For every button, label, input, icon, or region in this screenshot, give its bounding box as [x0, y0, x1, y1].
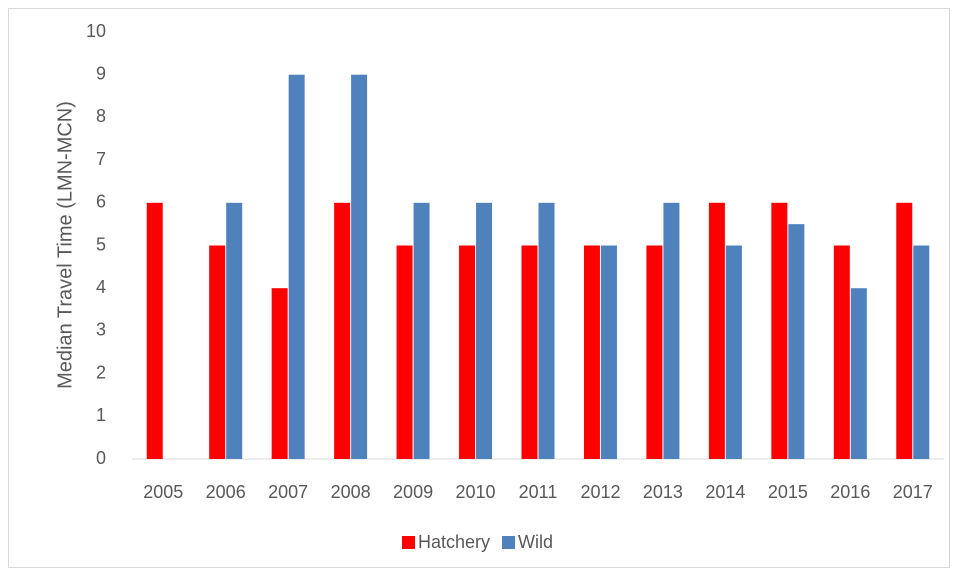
y-tick-label: 10 — [86, 21, 106, 41]
x-tick-label: 2017 — [893, 482, 933, 502]
bar — [850, 288, 867, 459]
bar — [708, 202, 725, 460]
bar — [476, 202, 493, 460]
bar — [538, 202, 555, 460]
legend-swatch — [502, 536, 516, 549]
y-tick-label: 2 — [96, 362, 106, 382]
bar — [771, 202, 788, 460]
bar — [334, 202, 351, 460]
x-tick-label: 2010 — [456, 482, 496, 502]
x-tick-label: 2008 — [331, 482, 371, 502]
bar — [413, 202, 430, 460]
bar — [913, 245, 930, 459]
bar — [209, 245, 226, 459]
bar — [583, 245, 600, 459]
y-tick-label: 9 — [96, 63, 106, 83]
bar — [226, 202, 243, 460]
bar — [146, 202, 163, 460]
x-tick-label: 2014 — [705, 482, 745, 502]
bar — [271, 288, 288, 459]
x-tick-label: 2009 — [393, 482, 433, 502]
x-tick-label: 2015 — [768, 482, 808, 502]
x-tick-label: 2007 — [268, 482, 308, 502]
bar — [521, 245, 538, 459]
legend-label: Hatchery — [418, 532, 490, 552]
y-tick-label: 7 — [96, 149, 106, 169]
bar — [833, 245, 850, 459]
bar — [288, 74, 305, 459]
bar — [600, 245, 617, 459]
y-tick-label: 0 — [96, 448, 106, 468]
bar — [788, 224, 805, 459]
legend-label: Wild — [518, 532, 553, 552]
x-tick-label: 2013 — [643, 482, 683, 502]
y-tick-label: 8 — [96, 106, 106, 126]
bar — [459, 245, 476, 459]
bar — [396, 245, 413, 459]
y-tick-label: 4 — [96, 277, 106, 297]
x-tick-label: 2016 — [830, 482, 870, 502]
y-tick-label: 5 — [96, 234, 106, 254]
bar — [351, 74, 368, 459]
bar — [896, 202, 913, 460]
x-tick-label: 2005 — [143, 482, 183, 502]
bar — [725, 245, 742, 459]
bar — [663, 202, 680, 460]
x-tick-label: 2006 — [206, 482, 246, 502]
legend-swatch — [402, 536, 415, 549]
y-tick-label: 6 — [96, 192, 106, 212]
y-axis-label: Median Travel Time (LMN-MCN) — [54, 101, 76, 389]
y-tick-label: 1 — [96, 405, 106, 425]
bar — [646, 245, 663, 459]
x-tick-label: 2012 — [580, 482, 620, 502]
y-tick-label: 3 — [96, 320, 106, 340]
x-tick-label: 2011 — [519, 482, 558, 502]
